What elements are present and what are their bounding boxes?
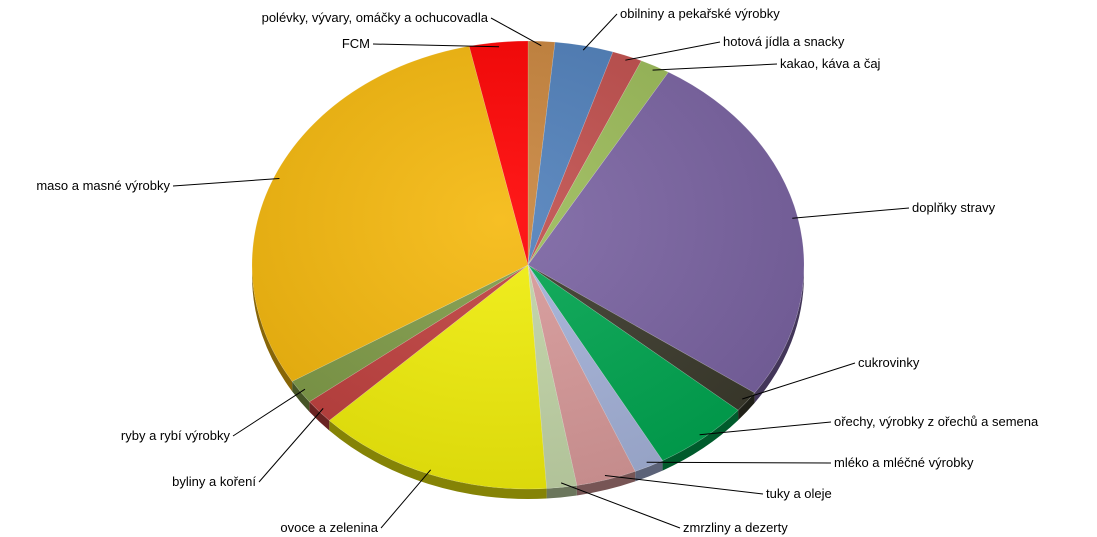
slice-label: obilniny a pekařské výrobky bbox=[620, 6, 780, 21]
leader-lines bbox=[172, 13, 910, 529]
pie-slices bbox=[251, 40, 805, 490]
leader-line bbox=[699, 421, 832, 436]
leader-line bbox=[792, 207, 910, 219]
slice-label: FCM bbox=[342, 36, 370, 51]
slice-label: hotová jídla a snacky bbox=[723, 34, 845, 49]
leader-line bbox=[742, 362, 856, 400]
leader-line bbox=[625, 41, 721, 61]
leader-line bbox=[232, 388, 306, 437]
slice-label: kakao, káva a čaj bbox=[780, 56, 881, 71]
leader-line bbox=[560, 482, 681, 529]
leader-line bbox=[372, 43, 500, 48]
slice-labels: polévky, vývary, omáčky a ochucovadla obi… bbox=[36, 6, 1039, 535]
slice-label: doplňky stravy bbox=[912, 200, 996, 215]
slice-label: polévky, vývary, omáčky a ochucovadla bbox=[262, 10, 489, 25]
slice-label: zmrzliny a dezerty bbox=[683, 520, 788, 535]
leader-line bbox=[646, 461, 832, 464]
slice-label: maso a masné výrobky bbox=[36, 178, 170, 193]
slice-label: ovoce a zelenina bbox=[280, 520, 378, 535]
leader-line bbox=[490, 17, 542, 47]
leader-line bbox=[380, 469, 432, 529]
leader-line bbox=[604, 474, 764, 495]
slice-label: tuky a oleje bbox=[766, 486, 832, 501]
leader-line bbox=[172, 178, 280, 187]
leader-line bbox=[582, 13, 618, 51]
slice-label: ryby a rybí výrobky bbox=[121, 428, 231, 443]
leader-line bbox=[258, 408, 324, 483]
leader-line bbox=[652, 63, 778, 71]
slice-label: mléko a mléčné výrobky bbox=[834, 455, 974, 470]
slice-label: ořechy, výrobky z ořechů a semena bbox=[834, 414, 1039, 429]
slice-label: byliny a koření bbox=[172, 474, 256, 489]
slice-label: cukrovinky bbox=[858, 355, 920, 370]
